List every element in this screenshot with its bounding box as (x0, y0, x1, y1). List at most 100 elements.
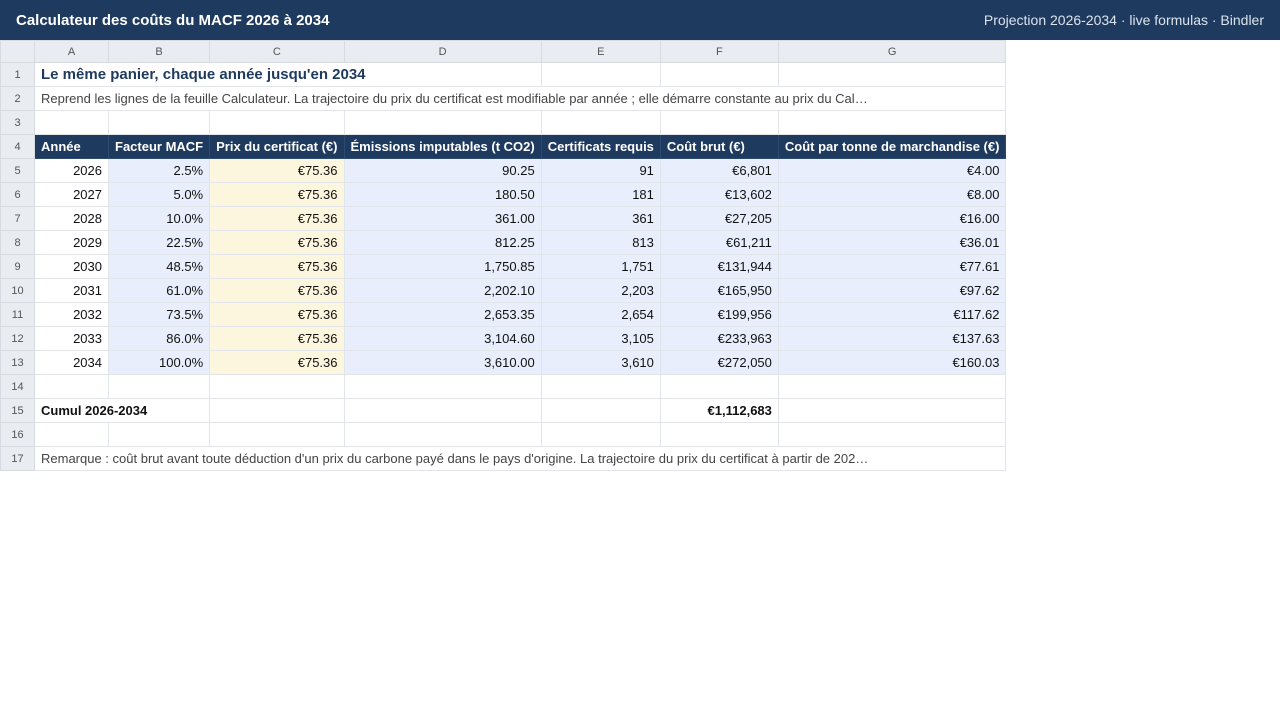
cell-certificats[interactable]: 2,654 (540, 302, 661, 327)
cell[interactable] (777, 62, 1007, 87)
cell-emissions[interactable]: 812.25 (343, 230, 542, 255)
cell-annee[interactable]: 2033 (34, 326, 109, 351)
cell[interactable] (777, 398, 1007, 423)
row-header[interactable]: 2 (0, 86, 35, 111)
cell-facteur[interactable]: 86.0% (107, 326, 211, 351)
cell-certificats[interactable]: 91 (540, 158, 661, 183)
row-header[interactable]: 17 (0, 446, 35, 471)
cell-annee[interactable]: 2034 (34, 350, 109, 375)
cell-prix[interactable]: €75.36 (209, 302, 345, 327)
cell[interactable] (659, 422, 779, 447)
row-header[interactable]: 7 (0, 206, 35, 231)
cell-prix[interactable]: €75.36 (209, 350, 345, 375)
cell-facteur[interactable]: 73.5% (107, 302, 211, 327)
header-certificats[interactable]: Certificats requis (540, 134, 661, 159)
cell-emissions[interactable]: 90.25 (343, 158, 542, 183)
header-facteur[interactable]: Facteur MACF (107, 134, 211, 159)
row-header[interactable]: 8 (0, 230, 35, 255)
cell-prix[interactable]: €75.36 (209, 278, 345, 303)
total-value[interactable]: €1,112,683 (659, 398, 779, 423)
cell-annee[interactable]: 2028 (34, 206, 109, 231)
cell-facteur[interactable]: 2.5% (107, 158, 211, 183)
cell-cout-brut[interactable]: €61,211 (659, 230, 779, 255)
cell-annee[interactable]: 2031 (34, 278, 109, 303)
cell[interactable] (209, 422, 345, 447)
cell-cout-brut[interactable]: €199,956 (659, 302, 779, 327)
remark-cell[interactable]: Remarque : coût brut avant toute déducti… (33, 446, 1007, 471)
sheet-subtitle[interactable]: Reprend les lignes de la feuille Calcula… (33, 86, 1007, 111)
cell[interactable] (343, 422, 542, 447)
cell[interactable] (209, 374, 345, 399)
cell[interactable] (343, 374, 542, 399)
cell-annee[interactable]: 2026 (34, 158, 109, 183)
column-header-c[interactable]: C (209, 40, 345, 63)
cell[interactable] (107, 374, 211, 399)
cell-cout-brut[interactable]: €6,801 (659, 158, 779, 183)
cell[interactable] (34, 422, 109, 447)
row-header[interactable]: 10 (0, 278, 35, 303)
row-header[interactable]: 1 (0, 62, 35, 87)
cell-cout-brut[interactable]: €27,205 (659, 206, 779, 231)
cell-annee[interactable]: 2030 (34, 254, 109, 279)
cell-prix[interactable]: €75.36 (209, 254, 345, 279)
cell-emissions[interactable]: 361.00 (343, 206, 542, 231)
cell-prix[interactable]: €75.36 (209, 182, 345, 207)
row-header[interactable]: 16 (0, 422, 35, 447)
cell[interactable] (540, 398, 661, 423)
cell[interactable] (540, 374, 661, 399)
cell[interactable] (777, 422, 1007, 447)
cell-cout-brut[interactable]: €165,950 (659, 278, 779, 303)
cell-cout-par-tonne[interactable]: €16.00 (777, 206, 1007, 231)
cell-cout-par-tonne[interactable]: €137.63 (777, 326, 1007, 351)
sheet-title[interactable]: Le même panier, chaque année jusqu'en 20… (34, 62, 542, 87)
cell-cout-par-tonne[interactable]: €4.00 (777, 158, 1007, 183)
row-header[interactable]: 11 (0, 302, 35, 327)
cell-facteur[interactable]: 61.0% (107, 278, 211, 303)
cell[interactable] (34, 110, 109, 135)
cell-facteur[interactable]: 22.5% (107, 230, 211, 255)
cell-annee[interactable]: 2027 (34, 182, 109, 207)
header-annee[interactable]: Année (34, 134, 109, 159)
column-header-d[interactable]: D (343, 40, 542, 63)
cell-certificats[interactable]: 813 (540, 230, 661, 255)
cell-certificats[interactable]: 181 (540, 182, 661, 207)
total-label[interactable]: Cumul 2026-2034 (33, 398, 211, 423)
cell-cout-par-tonne[interactable]: €8.00 (777, 182, 1007, 207)
cell-emissions[interactable]: 2,202.10 (343, 278, 542, 303)
cell-emissions[interactable]: 180.50 (343, 182, 542, 207)
cell[interactable] (777, 110, 1007, 135)
cell-cout-par-tonne[interactable]: €77.61 (777, 254, 1007, 279)
cell-annee[interactable]: 2029 (34, 230, 109, 255)
cell-facteur[interactable]: 100.0% (107, 350, 211, 375)
cell[interactable] (540, 422, 661, 447)
row-header[interactable]: 5 (0, 158, 35, 183)
cell-emissions[interactable]: 3,104.60 (343, 326, 542, 351)
cell-certificats[interactable]: 361 (540, 206, 661, 231)
cell[interactable] (343, 110, 542, 135)
cell[interactable] (209, 110, 345, 135)
cell[interactable] (540, 62, 661, 87)
header-prix[interactable]: Prix du certificat (€) (209, 134, 345, 159)
cell-cout-par-tonne[interactable]: €117.62 (777, 302, 1007, 327)
cell-cout-brut[interactable]: €13,602 (659, 182, 779, 207)
column-header-f[interactable]: F (659, 40, 779, 63)
cell-facteur[interactable]: 5.0% (107, 182, 211, 207)
cell-cout-brut[interactable]: €131,944 (659, 254, 779, 279)
row-header[interactable]: 12 (0, 326, 35, 351)
header-cout-brut[interactable]: Coût brut (€) (659, 134, 779, 159)
select-all-corner[interactable] (0, 40, 35, 63)
cell-emissions[interactable]: 2,653.35 (343, 302, 542, 327)
cell[interactable] (659, 62, 779, 87)
cell[interactable] (540, 110, 661, 135)
cell[interactable] (659, 110, 779, 135)
cell-prix[interactable]: €75.36 (209, 158, 345, 183)
column-header-g[interactable]: G (777, 40, 1007, 63)
row-header[interactable]: 9 (0, 254, 35, 279)
cell-cout-par-tonne[interactable]: €160.03 (777, 350, 1007, 375)
cell[interactable] (777, 374, 1007, 399)
column-header-b[interactable]: B (107, 40, 211, 63)
cell-cout-par-tonne[interactable]: €97.62 (777, 278, 1007, 303)
cell[interactable] (34, 374, 109, 399)
cell-emissions[interactable]: 3,610.00 (343, 350, 542, 375)
cell-certificats[interactable]: 1,751 (540, 254, 661, 279)
